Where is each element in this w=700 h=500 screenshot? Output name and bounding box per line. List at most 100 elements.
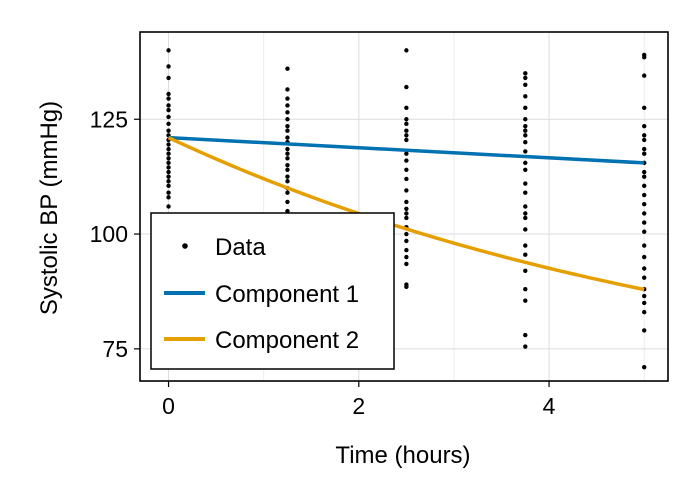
- data-point: [404, 84, 409, 90]
- data-point: [285, 162, 290, 168]
- data-point: [285, 151, 290, 156]
- y-tick-label: 100: [90, 221, 128, 247]
- data-point: [642, 293, 647, 299]
- data-point: [523, 190, 528, 195]
- data-point: [404, 231, 409, 237]
- data-point: [166, 75, 171, 81]
- data-point: [166, 165, 171, 170]
- data-point: [642, 169, 647, 175]
- data-point: [166, 195, 171, 200]
- data-point: [404, 206, 409, 211]
- data-point: [166, 103, 171, 108]
- y-axis-title: Systolic BP (mmHg): [36, 101, 63, 315]
- data-point: [642, 328, 647, 333]
- data-point: [642, 254, 647, 260]
- data-point: [166, 156, 171, 161]
- data-point: [642, 202, 647, 207]
- data-point: [285, 174, 290, 179]
- data-point: [642, 266, 647, 271]
- data-point: [642, 105, 647, 110]
- data-point: [166, 91, 171, 97]
- data-point: [642, 309, 647, 315]
- data-point: [404, 176, 409, 182]
- data-point: [285, 103, 290, 108]
- data-point: [404, 133, 409, 138]
- y-tick-label: 125: [90, 106, 128, 132]
- data-point: [523, 167, 528, 172]
- x-axis-title: Time (hours): [335, 442, 470, 469]
- series-line-component-2: [167, 136, 645, 292]
- data-point: [285, 199, 290, 205]
- data-point: [642, 151, 647, 156]
- data-points: [166, 48, 647, 370]
- data-point: [166, 146, 171, 152]
- data-point: [523, 123, 528, 129]
- data-point: [285, 146, 290, 152]
- data-point: [285, 167, 290, 172]
- series-line-component-1: [168, 135, 645, 165]
- data-point: [642, 365, 647, 370]
- data-point: [404, 117, 409, 122]
- legend-label-data: Data: [215, 234, 266, 261]
- data-point: [285, 179, 290, 184]
- data-point: [404, 151, 409, 156]
- data-point: [285, 87, 290, 92]
- data-point: [166, 204, 171, 209]
- legend-marker-data: [182, 243, 188, 249]
- data-point: [404, 105, 409, 110]
- data-point: [285, 123, 290, 129]
- data-point: [523, 117, 528, 122]
- data-point: [642, 73, 647, 78]
- x-tick-label: 4: [543, 393, 556, 419]
- ticks: 0 2 4 75 100 125: [90, 106, 556, 419]
- data-point: [166, 174, 171, 179]
- data-point: [523, 82, 528, 88]
- data-point: [404, 128, 409, 133]
- data-point: [642, 192, 647, 198]
- data-point: [404, 211, 409, 216]
- data-point: [285, 128, 290, 133]
- x-tick-label: 0: [162, 393, 175, 419]
- data-point: [642, 300, 647, 306]
- y-tick-label: 75: [102, 336, 128, 362]
- data-point: [642, 123, 647, 129]
- x-tick-label: 2: [352, 393, 365, 419]
- data-point: [404, 215, 409, 221]
- data-point: [285, 208, 290, 214]
- data-point: [642, 55, 647, 60]
- data-point: [523, 94, 528, 99]
- data-point: [285, 156, 290, 161]
- data-point: [166, 48, 171, 53]
- data-point: [523, 105, 528, 110]
- data-point: [523, 149, 528, 154]
- data-point: [523, 160, 528, 166]
- data-point: [404, 48, 409, 53]
- data-point: [523, 298, 528, 303]
- data-point: [166, 107, 171, 113]
- data-point: [523, 268, 528, 273]
- data-point: [523, 71, 528, 76]
- data-point: [166, 169, 171, 175]
- data-point: [166, 96, 171, 101]
- data-point: [642, 275, 647, 280]
- data-point: [166, 142, 171, 147]
- data-point: [166, 183, 171, 189]
- data-point: [404, 121, 409, 127]
- data-point: [523, 133, 528, 138]
- data-point: [166, 160, 171, 166]
- data-point: [285, 117, 290, 122]
- data-point: [404, 188, 409, 193]
- plot-frame: [139, 31, 669, 382]
- data-point: [642, 229, 647, 234]
- data-point: [642, 133, 647, 138]
- data-point: [285, 190, 290, 195]
- data-point: [523, 344, 528, 349]
- data-point: [166, 151, 171, 156]
- data-point: [642, 146, 647, 152]
- data-point: [404, 247, 409, 253]
- data-point: [642, 220, 647, 225]
- legend-label-component-2: Component 2: [215, 327, 359, 354]
- data-point: [166, 179, 171, 184]
- data-point: [642, 243, 647, 248]
- data-point: [523, 332, 528, 338]
